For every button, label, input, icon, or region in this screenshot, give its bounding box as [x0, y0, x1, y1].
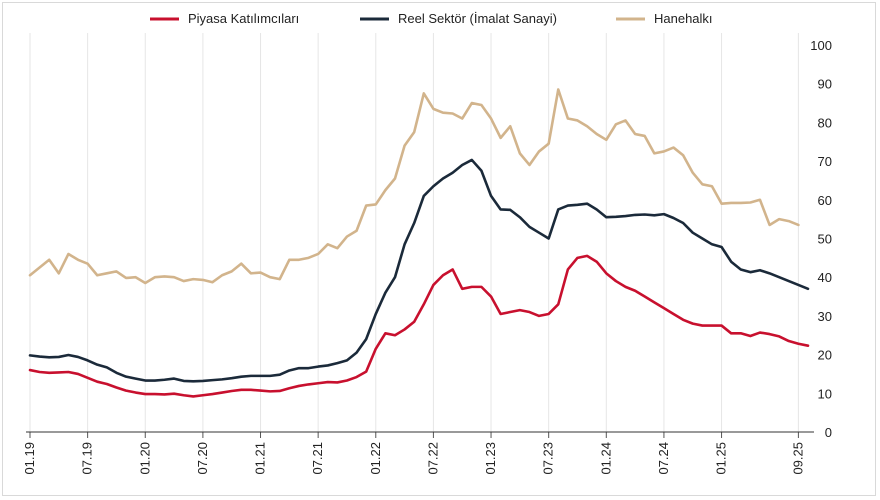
series-layer	[28, 88, 810, 398]
y-tick-label: 10	[818, 386, 832, 401]
legend-label: Piyasa Katılımcıları	[188, 11, 299, 26]
y-tick-label: 90	[818, 77, 832, 92]
x-tick-label: 07.24	[656, 442, 671, 475]
x-tick-label: 07.19	[80, 442, 95, 475]
x-tick-label: 01.20	[137, 442, 152, 475]
x-tick-label: 01.25	[714, 442, 729, 475]
y-tick-label: 30	[818, 309, 832, 324]
y-tick-label: 50	[818, 232, 832, 247]
x-tick-label: 01.24	[598, 442, 613, 475]
legend: Piyasa Katılımcıları Reel Sektör (İmalat …	[150, 11, 713, 26]
y-tick-label: 100	[810, 38, 832, 53]
legend-item: Hanehalkı	[616, 11, 713, 26]
y-tick-label: 80	[818, 115, 832, 130]
x-tick-label: 01.19	[22, 442, 37, 475]
legend-item: Reel Sektör (İmalat Sanayi)	[360, 11, 557, 26]
x-tick-label: 07.21	[310, 442, 325, 475]
x-tick-label: 07.23	[541, 442, 556, 475]
y-tick-label: 0	[825, 425, 832, 440]
x-tick-label: 01.21	[253, 442, 268, 475]
grid-layer	[29, 33, 799, 432]
x-tick-label: 01.22	[368, 442, 383, 475]
legend-item: Piyasa Katılımcıları	[150, 11, 299, 26]
series-line-3	[28, 88, 800, 285]
series-line-2	[28, 158, 810, 383]
y-tick-label: 70	[818, 154, 832, 169]
y-tick-label: 20	[818, 348, 832, 363]
legend-label: Hanehalkı	[654, 11, 713, 26]
x-tick-label: 09.25	[790, 442, 805, 475]
series-line-1	[28, 254, 810, 398]
x-tick-label: 01.23	[483, 442, 498, 475]
x-tick-label: 07.22	[425, 442, 440, 475]
legend-label: Reel Sektör (İmalat Sanayi)	[398, 11, 557, 26]
y-tick-label: 40	[818, 270, 832, 285]
y-tick-label: 60	[818, 193, 832, 208]
axis-layer: 01.19 07.19 01.20 07.20 01.21 07.21 01.22 07.22…	[22, 38, 832, 475]
x-tick-label: 07.20	[195, 442, 210, 475]
